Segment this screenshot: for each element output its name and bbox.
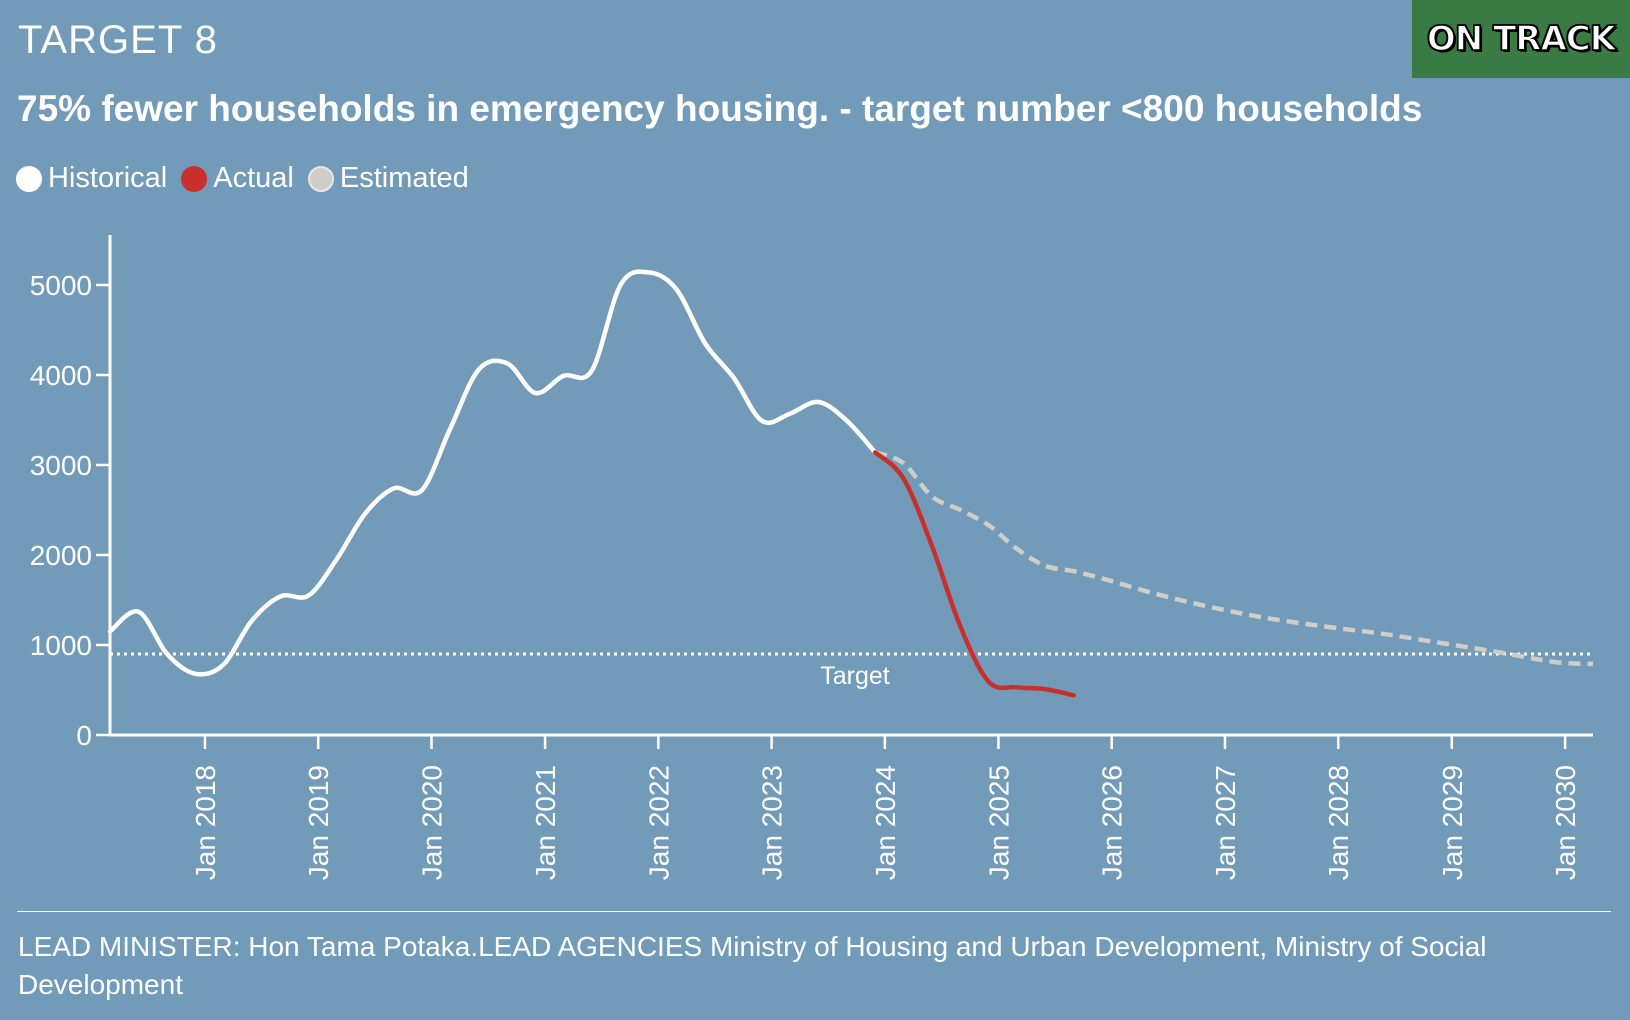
legend-item-historical: Historical bbox=[16, 162, 167, 195]
y-tick-label-2000: 2000 bbox=[30, 540, 92, 571]
legend-swatch-actual bbox=[181, 165, 208, 192]
y-tick-label-0: 0 bbox=[76, 720, 92, 751]
x-tick-label-1: Jan 2019 bbox=[303, 765, 334, 880]
x-tick-label-8: Jan 2026 bbox=[1097, 765, 1128, 880]
chart-area: 0 1000 2000 3000 4000 5000 Jan 2018 Jan 2019 Jan… bbox=[0, 220, 1630, 900]
x-tick-label-4: Jan 2022 bbox=[643, 765, 674, 880]
footer-divider bbox=[17, 911, 1611, 912]
status-badge: ON TRACK bbox=[1412, 0, 1630, 78]
x-tick-label-9: Jan 2027 bbox=[1210, 765, 1241, 880]
x-tick-label-6: Jan 2024 bbox=[870, 765, 901, 880]
target-number-label: TARGET 8 bbox=[18, 18, 218, 62]
x-tick-label-0: Jan 2018 bbox=[190, 765, 221, 880]
legend-item-actual: Actual bbox=[181, 162, 294, 195]
x-tick-label-2: Jan 2020 bbox=[416, 765, 447, 880]
legend-label-historical: Historical bbox=[48, 162, 168, 194]
x-tick-label-11: Jan 2029 bbox=[1437, 765, 1468, 880]
x-tick-label-10: Jan 2028 bbox=[1323, 765, 1354, 880]
x-tick-label-12: Jan 2030 bbox=[1550, 765, 1581, 880]
y-tick-label-1000: 1000 bbox=[30, 630, 92, 661]
legend-swatch-estimated bbox=[307, 165, 334, 192]
chart-title: 75% fewer households in emergency housin… bbox=[17, 88, 1423, 129]
y-tick-label-5000: 5000 bbox=[30, 270, 92, 301]
x-tick-label-7: Jan 2025 bbox=[983, 765, 1014, 880]
legend-swatch-historical bbox=[16, 165, 42, 192]
series-line-estimated bbox=[874, 450, 1594, 667]
y-tick-label-4000: 4000 bbox=[30, 360, 92, 391]
x-tick-label-5: Jan 2023 bbox=[757, 765, 788, 880]
legend-label-estimated: Estimated bbox=[339, 162, 469, 194]
y-tick-label-3000: 3000 bbox=[30, 450, 92, 481]
lead-minister-footer: LEAD MINISTER: Hon Tama Potaka.LEAD AGEN… bbox=[18, 931, 1487, 1000]
series-line-actual bbox=[872, 450, 1077, 698]
status-badge-label: ON TRACK bbox=[1426, 18, 1617, 60]
series-line-historical bbox=[107, 269, 878, 677]
target-line-label: Target bbox=[820, 662, 890, 690]
x-tick-label-3: Jan 2021 bbox=[530, 765, 561, 880]
legend-item-estimated: Estimated bbox=[307, 162, 469, 195]
line-chart: 0 1000 2000 3000 4000 5000 Jan 2018 Jan 2019 Jan… bbox=[30, 235, 1594, 880]
legend-label-actual: Actual bbox=[213, 162, 294, 194]
legend: Historical Actual Estimated bbox=[16, 162, 483, 195]
